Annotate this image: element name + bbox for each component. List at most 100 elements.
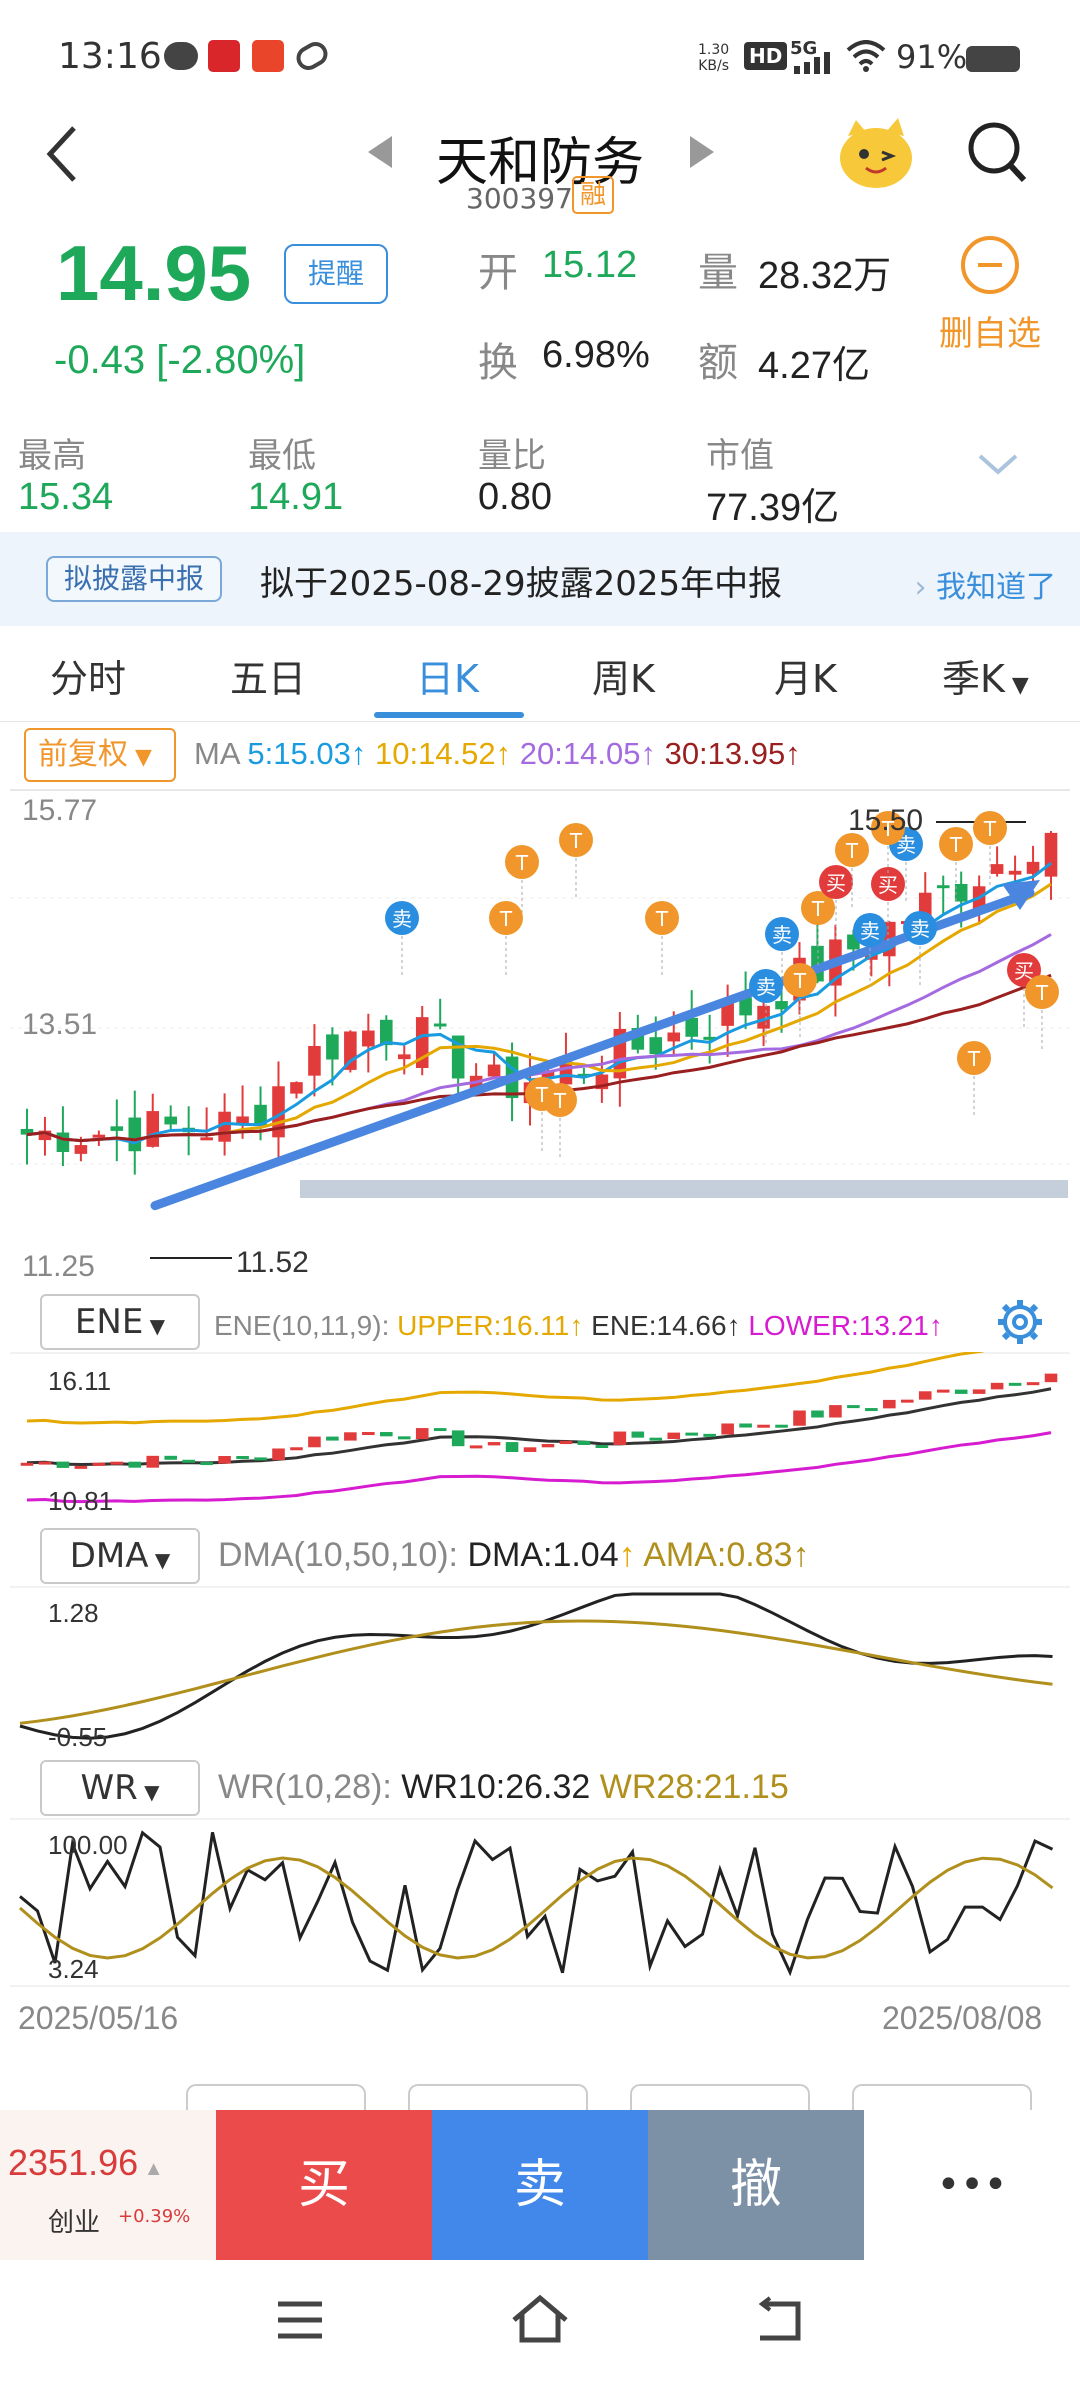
wr-chart[interactable] bbox=[0, 1818, 1080, 1990]
period-tabs: 分时 五日 日K 周K 月K 季K ▼ bbox=[0, 632, 1080, 722]
stat-value-volratio: 0.80 bbox=[478, 476, 552, 518]
taobao-icon bbox=[252, 40, 284, 72]
candle bbox=[128, 1117, 142, 1152]
ene-candle bbox=[936, 1389, 950, 1393]
dma-legend: DMA(10,50,10): DMA:1.04↑ AMA:0.83↑ bbox=[218, 1536, 810, 1574]
ene-candle bbox=[290, 1447, 303, 1451]
candle bbox=[936, 885, 950, 889]
trade-bar: 2351.96 ▲ 创业 +0.39% 买 卖 撤 ••• bbox=[0, 2110, 1080, 2260]
turnover-label: 换 bbox=[478, 340, 518, 386]
tab-five-day[interactable]: 五日 bbox=[230, 657, 307, 701]
wr-ylabel-top: 100.00 bbox=[48, 1830, 128, 1860]
app-notification-icon bbox=[208, 40, 240, 72]
ene-candle bbox=[487, 1442, 501, 1446]
back-arrow-icon[interactable] bbox=[42, 124, 82, 184]
mascot-icon[interactable] bbox=[836, 116, 916, 190]
more-button[interactable]: ••• bbox=[864, 2110, 1080, 2260]
kline-high-marker: 15.50 bbox=[848, 804, 924, 837]
settings-gear-icon[interactable] bbox=[994, 1296, 1046, 1348]
signal-buy-marker bbox=[819, 865, 853, 899]
tab-daily-k[interactable]: 日K bbox=[416, 657, 479, 701]
candle bbox=[739, 997, 752, 1016]
kline-ylabel-bottom: 11.25 bbox=[22, 1250, 95, 1283]
candle bbox=[38, 1130, 52, 1141]
ene-candle bbox=[505, 1442, 519, 1452]
dma-line bbox=[19, 1592, 1053, 1740]
ene-candle bbox=[649, 1437, 663, 1441]
signal-T-marker bbox=[1025, 975, 1059, 1009]
signal-buy-label: 买 bbox=[826, 871, 846, 895]
candle bbox=[92, 1134, 106, 1138]
ene-dropdown[interactable]: ENE ▼ bbox=[40, 1294, 200, 1350]
wr-dropdown[interactable]: WR ▼ bbox=[40, 1760, 200, 1816]
next-stock-icon[interactable] bbox=[688, 134, 716, 170]
ene-candle bbox=[829, 1405, 842, 1418]
candle bbox=[649, 1037, 663, 1055]
signal-T-marker bbox=[559, 823, 593, 857]
ene-candle bbox=[613, 1431, 627, 1446]
signal-sell-marker bbox=[385, 901, 419, 935]
prev-stock-icon[interactable] bbox=[366, 134, 394, 170]
candle bbox=[326, 1034, 339, 1060]
ene-candle bbox=[541, 1444, 555, 1448]
signal-T-marker bbox=[835, 833, 869, 867]
ene-candle bbox=[523, 1447, 537, 1452]
tab-monthly-k[interactable]: 月K bbox=[774, 657, 837, 701]
tab-intraday[interactable]: 分时 bbox=[50, 657, 127, 701]
notice-ack-link[interactable]: › 我知道了 bbox=[914, 570, 1056, 605]
ene-candle bbox=[200, 1462, 213, 1466]
delete-watchlist-button[interactable]: 删自选 bbox=[930, 236, 1050, 355]
battery-icon bbox=[966, 46, 1020, 72]
support-band bbox=[300, 1180, 1068, 1198]
expand-chevron-icon[interactable] bbox=[976, 452, 1020, 478]
adjust-dropdown[interactable]: 前复权 ▼ bbox=[24, 728, 176, 782]
tab-quarterly-k[interactable]: 季K ▼ bbox=[942, 657, 1029, 701]
stock-code: 300397 bbox=[466, 182, 573, 215]
current-price: 14.95 bbox=[56, 229, 252, 317]
ene-candle bbox=[469, 1445, 483, 1449]
candle bbox=[254, 1104, 267, 1126]
remind-button[interactable]: 提醒 bbox=[284, 244, 388, 304]
ene-candle bbox=[74, 1465, 88, 1469]
signal-sell-label: 卖 bbox=[910, 917, 930, 941]
stat-label-low: 最低 bbox=[248, 436, 316, 476]
ene-candle bbox=[218, 1456, 231, 1464]
turnover-value: 6.98% bbox=[542, 334, 650, 376]
buy-button[interactable]: 买 bbox=[216, 2110, 432, 2260]
index-name: 创业 bbox=[48, 2208, 101, 2238]
ene-candle bbox=[326, 1436, 339, 1441]
status-bar: 13:16 1.30 KB/s HD 5G 91% bbox=[0, 0, 1080, 110]
ene-lower-line bbox=[26, 1431, 1052, 1504]
menu-icon[interactable] bbox=[276, 2300, 324, 2340]
signal-T-marker bbox=[871, 811, 905, 845]
back-nav-icon[interactable] bbox=[754, 2296, 804, 2342]
wechat-icon bbox=[164, 42, 198, 70]
dma-chart[interactable] bbox=[0, 1586, 1080, 1756]
ma30-value: 30:13.95↑ bbox=[664, 736, 801, 771]
sell-button[interactable]: 卖 bbox=[432, 2110, 648, 2260]
signal-sell-label: 卖 bbox=[392, 907, 412, 931]
ene-candle bbox=[272, 1448, 285, 1461]
ene-candle bbox=[20, 1462, 34, 1466]
ene-candle bbox=[577, 1440, 591, 1445]
cancel-order-button[interactable]: 撤 bbox=[648, 2110, 864, 2260]
candle bbox=[200, 1137, 213, 1141]
tab-weekly-k[interactable]: 周K bbox=[592, 657, 655, 701]
ene-candle bbox=[918, 1391, 932, 1400]
ene-candle bbox=[182, 1459, 195, 1463]
candle bbox=[757, 1005, 770, 1029]
index-ticker[interactable] bbox=[0, 2110, 216, 2260]
search-icon[interactable] bbox=[966, 118, 1030, 186]
signal-sell-label: 卖 bbox=[756, 975, 776, 999]
wr28-line bbox=[19, 1856, 1054, 1960]
ene-candle bbox=[128, 1461, 142, 1468]
signal-T-marker bbox=[489, 901, 523, 935]
ene-chart[interactable] bbox=[0, 1352, 1080, 1522]
candle bbox=[397, 1054, 411, 1060]
ma10-value: 10:14.52↑ bbox=[374, 736, 512, 771]
ma5-value: 5:15.03↑ bbox=[247, 736, 367, 771]
home-icon[interactable] bbox=[510, 2294, 570, 2344]
candle bbox=[487, 1064, 501, 1077]
dma-dropdown[interactable]: DMA ▼ bbox=[40, 1528, 200, 1584]
